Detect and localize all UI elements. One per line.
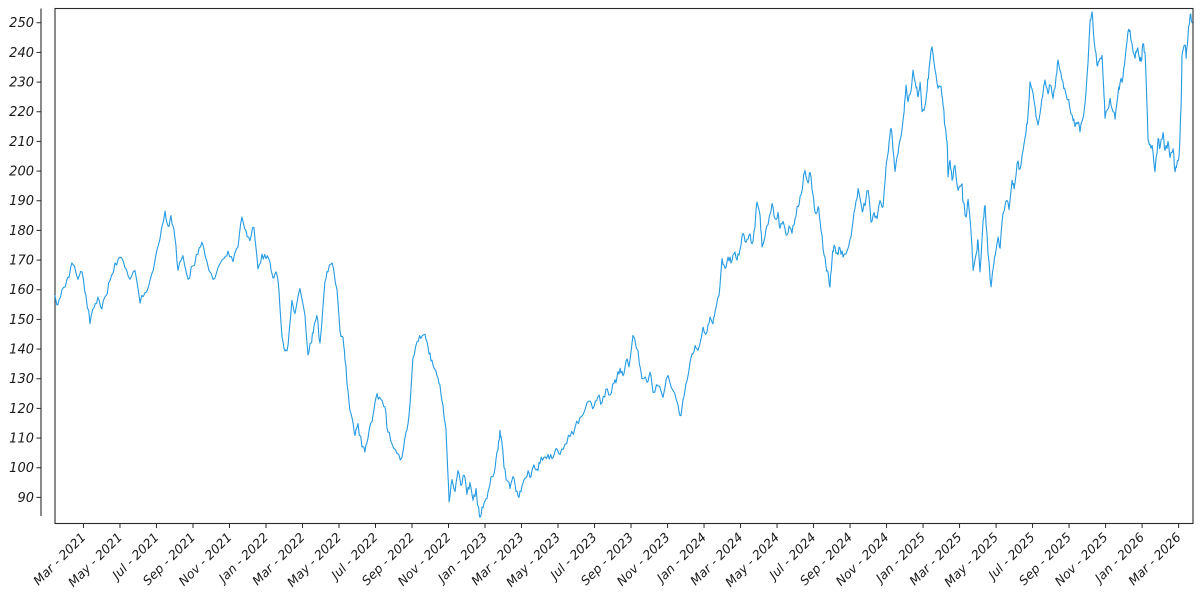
price-line-group xyxy=(54,11,1193,518)
plot-border xyxy=(54,7,1194,525)
y-tick-label: 200 xyxy=(9,165,34,180)
price-line xyxy=(54,11,1193,518)
y-tick-label: 230 xyxy=(9,76,34,91)
y-tick-label: 140 xyxy=(9,343,34,358)
y-tick-label: 130 xyxy=(9,372,34,387)
y-tick-label: 210 xyxy=(9,135,34,150)
y-axis: 90 100 110 120 130 140 150 160 170 180 190 200 210 22… xyxy=(9,16,41,506)
y-tick-label: 180 xyxy=(9,224,34,239)
y-tick-label: 160 xyxy=(9,283,34,298)
y-tick-label: 110 xyxy=(9,432,34,447)
y-tick-label: 240 xyxy=(9,46,34,61)
y-tick-label: 250 xyxy=(9,16,34,31)
y-tick-label: 220 xyxy=(9,105,34,120)
y-tick-label: 170 xyxy=(9,254,34,269)
y-tick-label: 90 xyxy=(17,491,34,506)
y-tick-label: 100 xyxy=(9,461,34,476)
y-tick-label: 120 xyxy=(9,402,34,417)
y-tick-label: 150 xyxy=(9,313,34,328)
plot-frame xyxy=(40,7,1194,525)
y-tick-label: 190 xyxy=(9,194,34,209)
